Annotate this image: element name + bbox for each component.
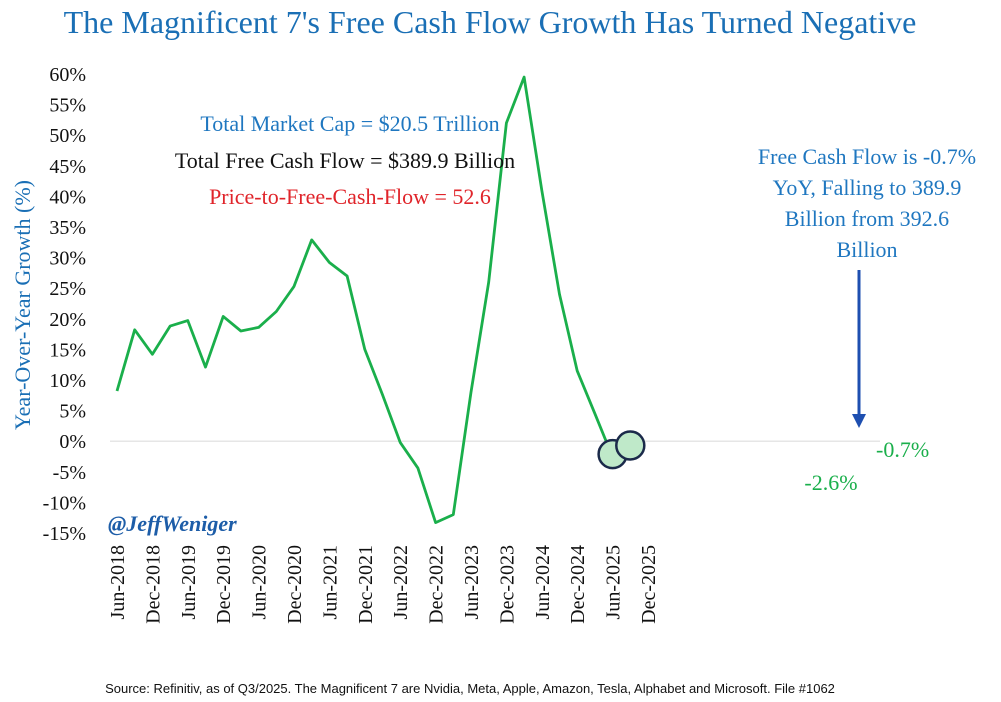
x-tick-label: Dec-2020 [284,545,306,624]
x-tick-label: Jun-2025 [603,545,625,619]
x-tick-label: Jun-2020 [249,545,271,619]
source-footnote: Source: Refinitiv, as of Q3/2025. The Ma… [105,681,835,696]
x-tick-label: Dec-2025 [638,545,660,624]
x-tick-label: Dec-2022 [426,545,448,624]
x-tick-label: Jun-2022 [390,545,412,619]
data-label-last: -0.7% [876,437,929,462]
y-tick-label: 20% [49,309,86,331]
callout-line-4: Billion [836,237,897,262]
x-tick-label: Dec-2018 [142,545,164,624]
callout-line-1: Free Cash Flow is -0.7% [758,144,976,169]
y-tick-label: 30% [49,248,86,270]
x-axis-ticks: Jun-2018 Dec-2018 Jun-2019 Dec-2019 Jun-2020… [107,545,660,624]
free-cash-flow-annotation: Total Free Cash Flow = $389.9 Billion [175,148,515,173]
y-axis-ticks: 60% 55% 50% 45% 40% 35% 30% 25% 20% 15% 10% 5% 0% -5%… [43,64,86,545]
y-tick-label: -10% [43,492,86,514]
chart-title: The Magnificent 7's Free Cash Flow Growt… [64,4,917,40]
x-tick-label: Dec-2024 [567,545,589,624]
y-tick-label: -15% [43,523,86,545]
y-axis-label: Year-Over-Year Growth (%) [10,180,35,430]
x-tick-label: Jun-2024 [532,545,554,619]
y-tick-label: 25% [49,278,86,300]
x-tick-label: Jun-2019 [178,545,200,619]
data-label-prev: -2.6% [804,470,857,495]
y-tick-label: 10% [49,370,86,392]
x-tick-label: Jun-2023 [461,545,483,619]
y-tick-label: 45% [49,156,86,178]
market-cap-annotation: Total Market Cap = $20.5 Trillion [200,111,499,136]
y-tick-label: 40% [49,186,86,208]
x-tick-label: Dec-2021 [355,545,377,624]
x-tick-label: Jun-2021 [319,545,341,619]
callout-line-3: Billion from 392.6 [785,206,949,231]
callout-line-2: YoY, Falling to 389.9 [773,175,962,200]
y-tick-label: 15% [49,339,86,361]
y-tick-label: 35% [49,217,86,239]
x-tick-label: Jun-2018 [107,545,129,619]
y-tick-label: 60% [49,64,86,86]
x-tick-label: Dec-2019 [213,545,235,624]
highlight-circle-last [615,430,646,461]
callout-arrow-head [852,414,866,428]
y-tick-label: 50% [49,125,86,147]
price-to-fcf-annotation: Price-to-Free-Cash-Flow = 52.6 [209,184,491,209]
series-line-fcf-growth [115,75,632,524]
y-tick-label: 0% [59,431,86,453]
author-handle: @JeffWeniger [108,511,237,536]
y-tick-label: 5% [59,401,86,423]
y-tick-label: -5% [53,462,86,484]
y-tick-label: 55% [49,95,86,117]
x-tick-label: Dec-2023 [496,545,518,624]
